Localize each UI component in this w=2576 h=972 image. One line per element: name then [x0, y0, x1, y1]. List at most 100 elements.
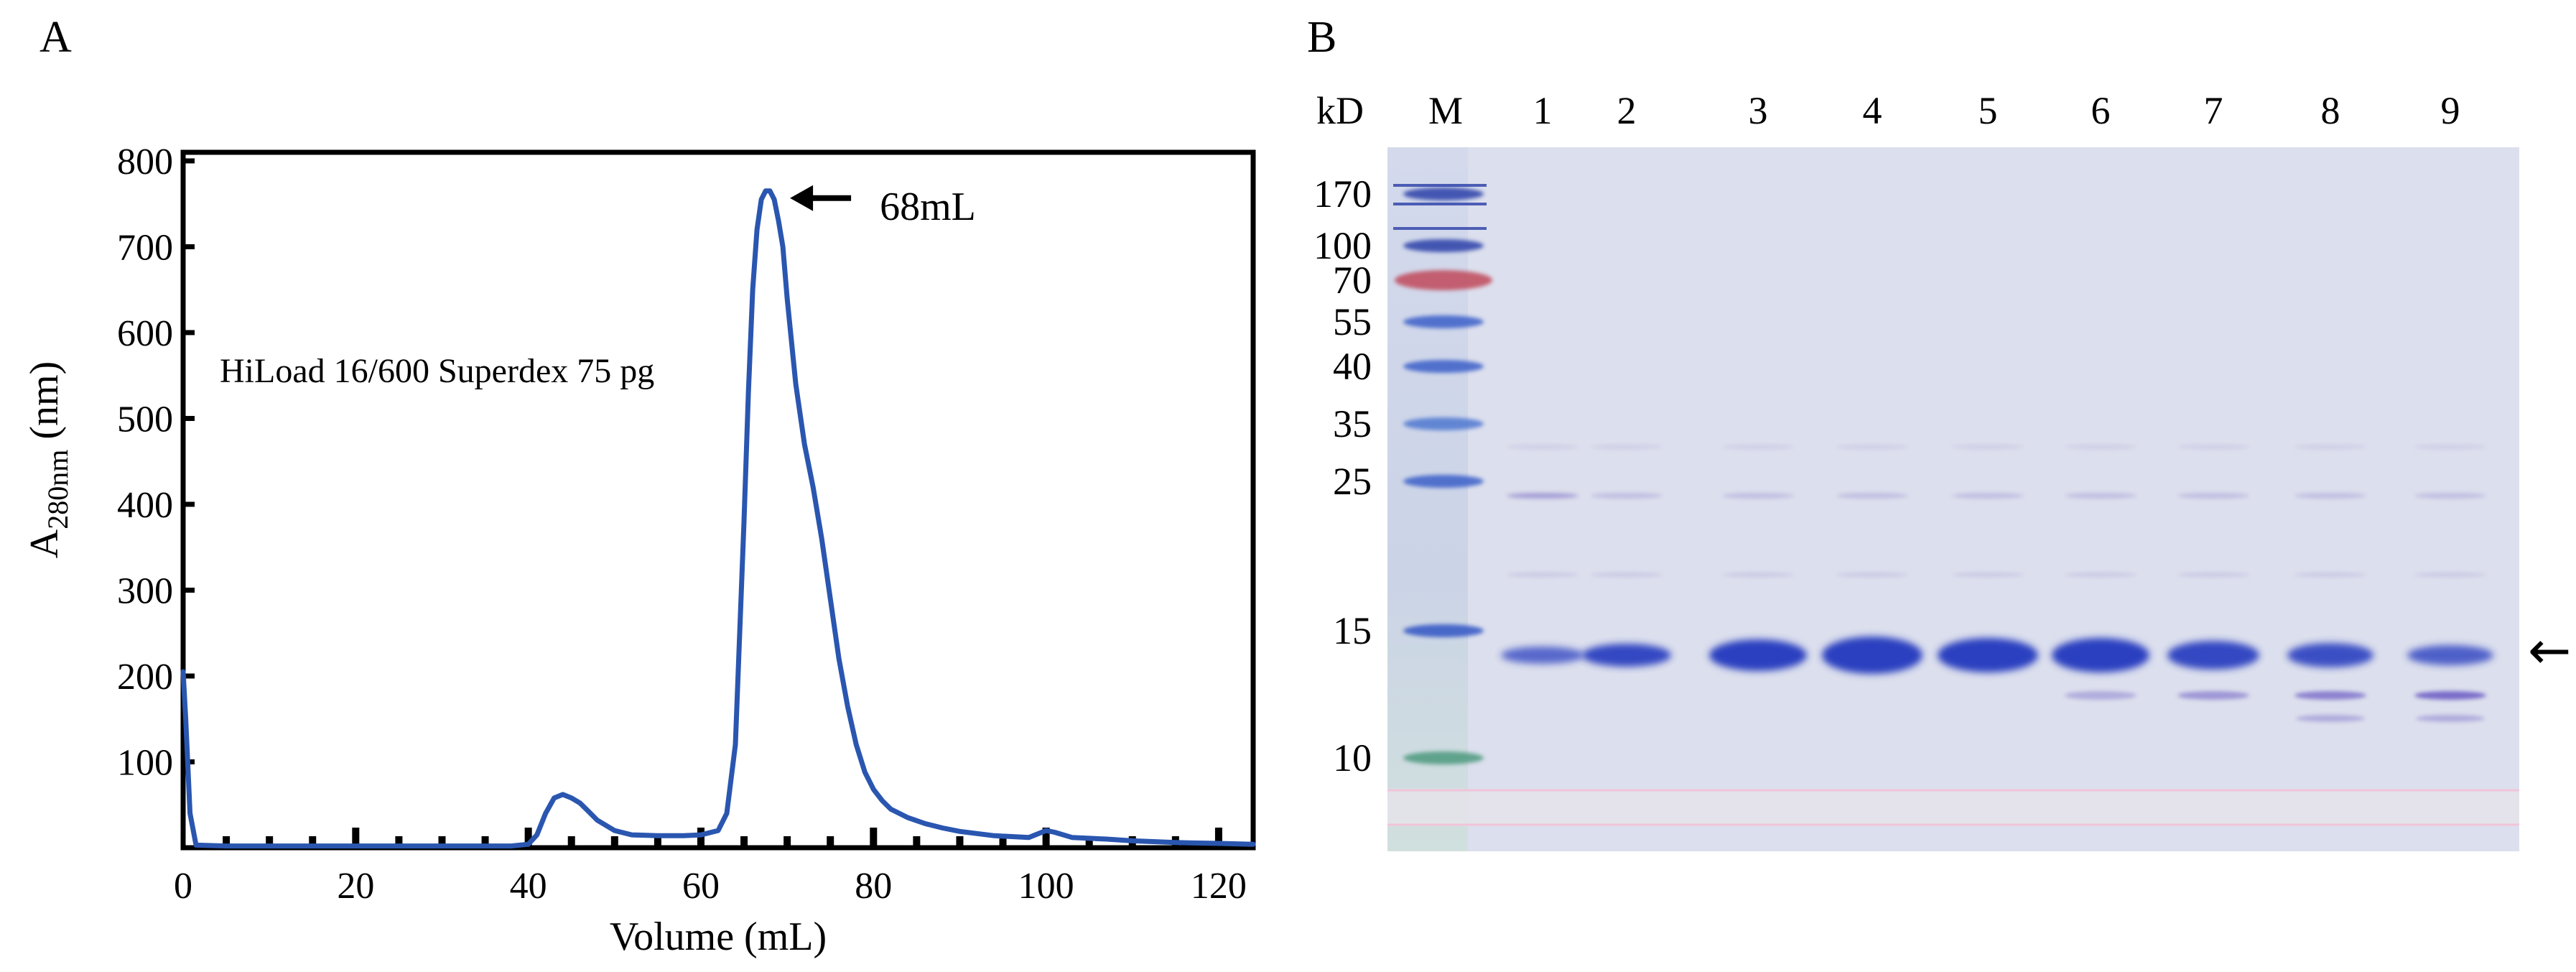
baseline-dot [999, 836, 1007, 848]
ladder-band [1403, 239, 1484, 252]
degradation-band [2294, 691, 2366, 700]
plot-frame [180, 149, 1256, 851]
lane-label: 6 [2091, 89, 2111, 132]
faint-band [1722, 573, 1794, 577]
faint-band [2414, 445, 2486, 449]
y-tick-label: 700 [117, 227, 173, 268]
gel-background [1387, 147, 2519, 851]
sample-bands [1501, 445, 2493, 722]
y-axis-title-unit: (nm) [22, 361, 67, 450]
baseline-dot [223, 836, 231, 848]
y-tick-label: 800 [117, 142, 173, 182]
lane-label: 5 [1979, 89, 1998, 132]
series-line-a280 [180, 188, 1256, 849]
faint-band [2177, 445, 2249, 449]
faint-band [2065, 445, 2136, 449]
lane-label: 2 [1617, 89, 1637, 132]
faint-band [1591, 493, 1663, 499]
chromatogram-chart: 100 200 300 400 500 600 700 800 0 20 40 60 80 100 120… [22, 142, 1256, 959]
dye-front-band [1387, 789, 2519, 826]
x-tick-label: 100 [1018, 866, 1074, 907]
baseline-dot [740, 836, 748, 848]
faint-band [2294, 573, 2366, 577]
lane-labels: M 1 2 3 4 5 6 7 8 9 [1428, 89, 2460, 132]
x-tick-label: 60 [682, 866, 720, 907]
faint-band [1952, 493, 2024, 499]
peak-arrowhead-icon [790, 185, 814, 211]
faint-band [1836, 573, 1908, 577]
baseline-dot [481, 836, 489, 848]
x-axis: 0 20 40 60 80 100 120 [174, 835, 1247, 907]
faint-band [1952, 573, 2024, 577]
x-tick-label: 0 [174, 866, 192, 907]
baseline-dot [827, 836, 834, 848]
faint-band [2065, 493, 2136, 499]
x-tick-label: 80 [855, 866, 892, 907]
lane-label: 1 [1533, 89, 1553, 132]
peak-label: 68mL [880, 185, 976, 229]
baseline-dot [870, 828, 878, 848]
y-tick-label: 200 [117, 657, 173, 698]
baseline-dots [223, 828, 1222, 848]
ladder-band [1403, 624, 1484, 637]
ladder-band [1403, 188, 1484, 200]
marker-kda-label: 70 [1333, 259, 1372, 302]
baseline-dot [395, 836, 403, 848]
baseline-dot [913, 836, 921, 848]
baseline-dot [567, 836, 575, 848]
baseline-dot [1085, 836, 1093, 848]
degradation-band [2414, 691, 2486, 700]
faint-band [1591, 573, 1663, 577]
lane-label: 8 [2321, 89, 2340, 132]
faint-band [1507, 493, 1578, 499]
faint-band [1591, 445, 1663, 449]
faint-band [2177, 493, 2249, 499]
y-tick-label: 400 [117, 485, 173, 526]
faint-band [2294, 445, 2366, 449]
panel-a-letter: A [39, 13, 72, 62]
faint-band [1507, 573, 1578, 577]
protein-band [1938, 638, 2038, 672]
degradation-band [2177, 691, 2249, 700]
marker-kda-label: 55 [1333, 300, 1372, 343]
protein-band [1709, 639, 1807, 671]
degradation-band [2065, 691, 2136, 700]
lane-label: 4 [1863, 89, 1882, 132]
y-tick-label: 500 [117, 399, 173, 440]
ladder-band [1403, 315, 1484, 328]
x-axis-title: Volume (mL) [610, 915, 827, 959]
baseline-dot [266, 836, 274, 848]
baseline-dot [784, 836, 791, 848]
lane-label: 3 [1749, 89, 1768, 132]
y-axis: 100 200 300 400 500 600 700 800 [117, 142, 195, 783]
x-tick-label: 20 [337, 866, 374, 907]
ladder-band [1403, 360, 1484, 373]
baseline-dot [956, 836, 964, 848]
protein-band [1501, 647, 1584, 664]
degradation-band [2416, 715, 2485, 722]
y-axis-title-main: A [22, 529, 67, 558]
ladder-band [1403, 751, 1484, 764]
y-tick-label: 300 [117, 570, 173, 611]
faint-band [2294, 493, 2366, 499]
ladder-band [1403, 417, 1484, 430]
marker-kda-label: 15 [1333, 609, 1372, 652]
baseline-dot [697, 828, 705, 848]
y-axis-title-subscript: 280nm [42, 450, 74, 529]
marker-kda-label: 170 [1313, 172, 1372, 216]
y-axis-title: A280nm (nm) [22, 361, 74, 558]
faint-band [1507, 445, 1578, 449]
ladder-band [1403, 475, 1484, 488]
y-tick-label: 600 [117, 313, 173, 354]
protein-band [2167, 641, 2259, 670]
faint-band [1722, 445, 1794, 449]
ladder-band [1395, 270, 1492, 290]
faint-band [2177, 573, 2249, 577]
ladder-bands [1393, 184, 1492, 764]
lane-label: 9 [2441, 89, 2460, 132]
protein-band [1822, 637, 1922, 674]
kd-unit-label: kD [1316, 89, 1364, 132]
